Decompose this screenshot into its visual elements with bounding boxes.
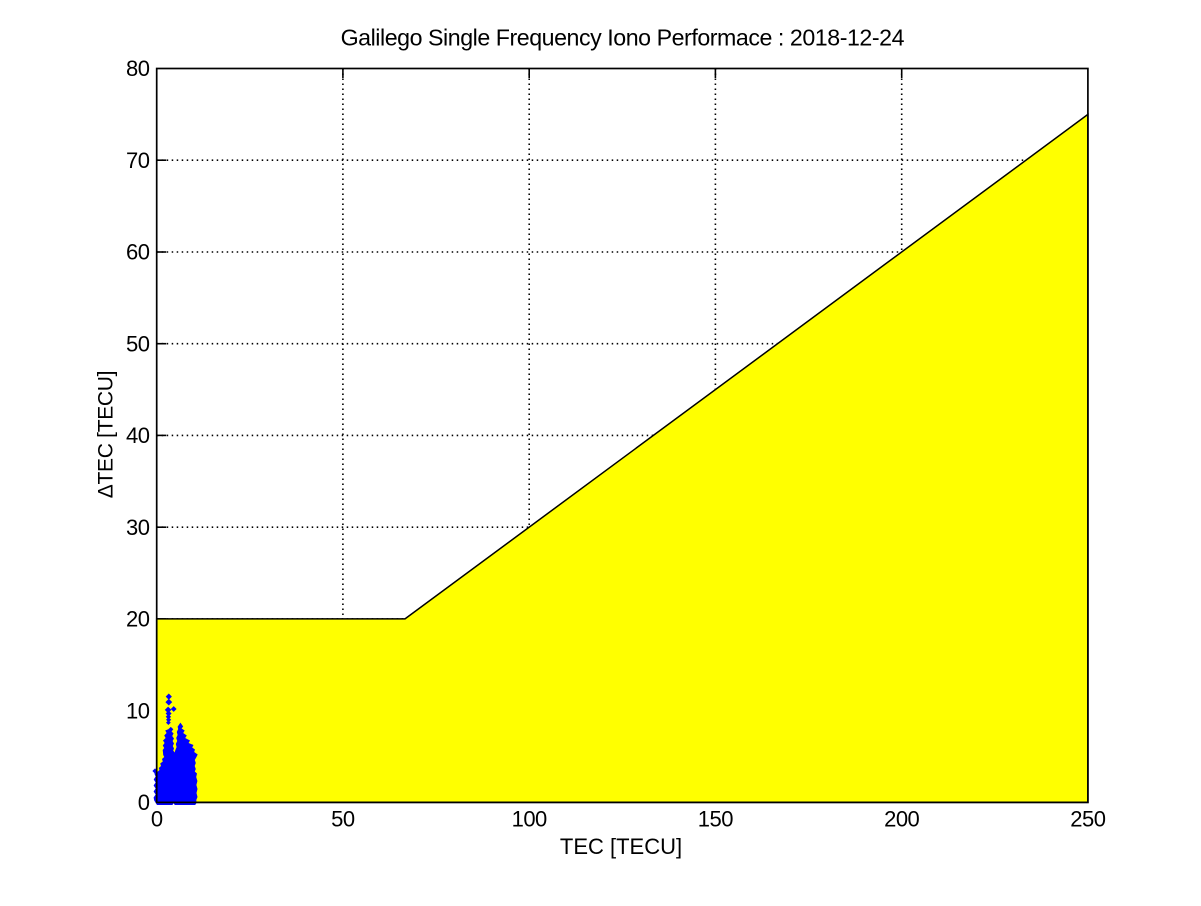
svg-text:0: 0 <box>138 790 150 815</box>
svg-text:150: 150 <box>698 807 733 832</box>
svg-text:20: 20 <box>126 607 150 632</box>
svg-text:30: 30 <box>126 515 150 540</box>
svg-text:10: 10 <box>126 698 150 723</box>
svg-text:Galilego Single Frequency Iono: Galilego Single Frequency Iono Performac… <box>341 25 905 51</box>
svg-text:60: 60 <box>126 240 150 265</box>
svg-text:TEC [TECU]: TEC [TECU] <box>560 834 682 859</box>
svg-text:40: 40 <box>126 423 150 448</box>
svg-text:80: 80 <box>126 56 150 81</box>
svg-text:100: 100 <box>512 807 547 832</box>
svg-text:250: 250 <box>1070 807 1105 832</box>
svg-text:200: 200 <box>884 807 919 832</box>
svg-text:50: 50 <box>331 807 355 832</box>
svg-text:70: 70 <box>126 148 150 173</box>
svg-text:ΔTEC [TECU]: ΔTEC [TECU] <box>95 371 118 498</box>
svg-text:50: 50 <box>126 331 150 356</box>
svg-text:0: 0 <box>151 807 163 832</box>
